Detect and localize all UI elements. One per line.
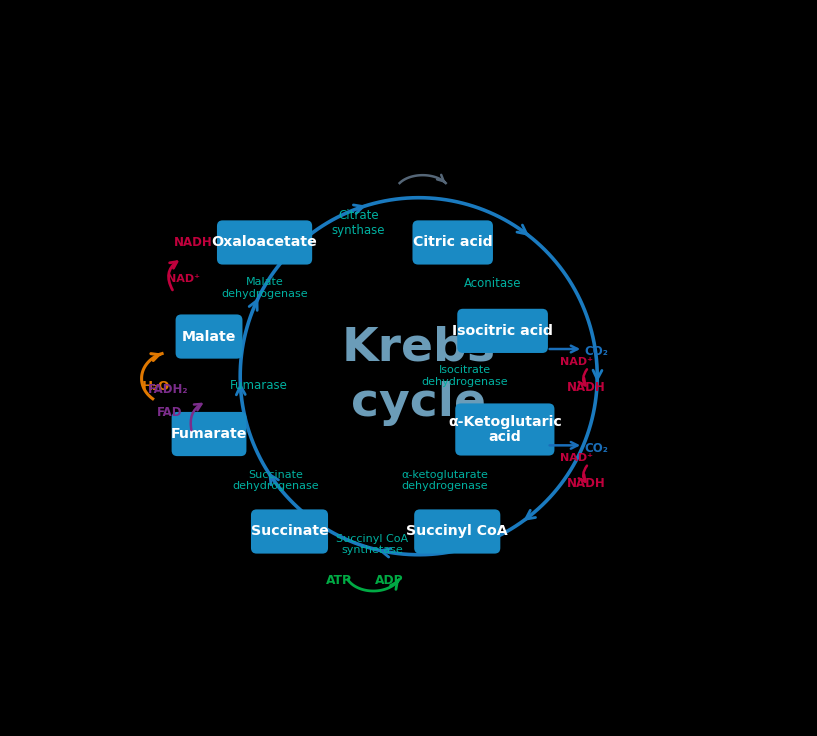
- Text: Fumarase: Fumarase: [230, 379, 288, 392]
- Text: Oxaloacetate: Oxaloacetate: [212, 236, 318, 250]
- Text: α-Ketoglutaric
acid: α-Ketoglutaric acid: [448, 414, 562, 445]
- FancyBboxPatch shape: [217, 220, 312, 264]
- Text: Malate: Malate: [182, 330, 236, 344]
- Text: Krebs
cycle: Krebs cycle: [342, 326, 496, 426]
- Text: ADP: ADP: [375, 573, 404, 587]
- Text: Citrate
synthase: Citrate synthase: [332, 209, 386, 237]
- FancyBboxPatch shape: [414, 509, 500, 553]
- FancyBboxPatch shape: [458, 309, 548, 353]
- Text: NADH: NADH: [567, 477, 606, 490]
- FancyBboxPatch shape: [172, 412, 247, 456]
- Text: Aconitase: Aconitase: [463, 277, 521, 290]
- Text: α-ketoglutarate
dehydrogenase: α-ketoglutarate dehydrogenase: [401, 470, 489, 492]
- Text: FAD: FAD: [157, 406, 182, 419]
- Text: NAD⁺: NAD⁺: [560, 357, 593, 367]
- Text: Succinyl CoA: Succinyl CoA: [406, 525, 508, 539]
- Text: Succinate
dehydrogenase: Succinate dehydrogenase: [233, 470, 319, 492]
- Text: FADH₂: FADH₂: [148, 383, 189, 396]
- FancyBboxPatch shape: [413, 220, 493, 264]
- Text: Succinate: Succinate: [251, 525, 328, 539]
- FancyBboxPatch shape: [251, 509, 328, 553]
- Text: CO₂: CO₂: [585, 442, 609, 455]
- Text: NADH: NADH: [567, 381, 606, 394]
- Text: Isocitrate
dehydrogenase: Isocitrate dehydrogenase: [422, 365, 508, 387]
- Text: ATP: ATP: [326, 573, 352, 587]
- Text: NAD⁺: NAD⁺: [167, 274, 199, 284]
- FancyBboxPatch shape: [176, 314, 243, 358]
- Text: Malate
dehydrogenase: Malate dehydrogenase: [221, 277, 308, 299]
- Text: Isocitric acid: Isocitric acid: [452, 324, 553, 338]
- Text: NAD⁺: NAD⁺: [560, 453, 593, 463]
- Text: Succinyl CoA
synthetase: Succinyl CoA synthetase: [336, 534, 408, 556]
- Text: Fumarate: Fumarate: [171, 427, 248, 441]
- Text: NADH: NADH: [174, 236, 212, 249]
- FancyBboxPatch shape: [455, 403, 555, 456]
- Text: CO₂: CO₂: [585, 345, 609, 358]
- Text: Citric acid: Citric acid: [413, 236, 493, 250]
- Text: H₂O: H₂O: [142, 380, 171, 393]
